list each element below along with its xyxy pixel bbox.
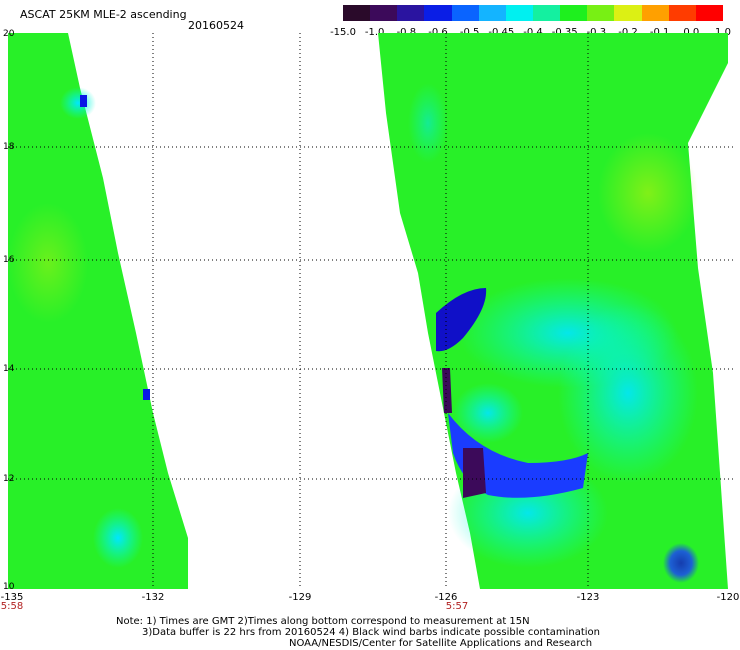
x-tick-label: -120	[716, 592, 740, 603]
colorbar-label: -0.4	[523, 27, 543, 38]
colorbar-swatch	[587, 5, 615, 21]
colorbar-label: 0.0	[683, 27, 700, 38]
colorbar-label: -0.8	[396, 27, 417, 38]
note-line-1: Note: 1) Times are GMT 2)Times along bot…	[116, 616, 530, 627]
x-tick-label: -135	[0, 592, 24, 603]
colorbar-label: -1.0	[364, 27, 385, 38]
colorbar-label: -0.6	[428, 27, 448, 38]
colorbar-swatch	[695, 5, 723, 21]
colorbar-label: -0.35	[551, 27, 578, 38]
note-line-2: 3)Data buffer is 22 hrs from 20160524 4)…	[142, 627, 600, 638]
colorbar-swatch	[397, 5, 425, 21]
time-label: 5:58	[0, 601, 24, 612]
x-tick-label: -126	[434, 592, 458, 603]
swath-map	[8, 33, 734, 589]
x-tick-label: -129	[288, 592, 312, 603]
colorbar-label: -0.3	[586, 27, 607, 38]
y-tick-label: 16	[3, 255, 15, 265]
colorbar-swatch	[370, 5, 398, 21]
map-date: 20160524	[188, 19, 244, 32]
y-tick-label: 18	[3, 142, 15, 152]
colorbar-swatch	[668, 5, 696, 21]
colorbar-swatch	[560, 5, 588, 21]
colorbar-swatch	[478, 5, 506, 21]
colorbar-swatch	[505, 5, 533, 21]
colorbar-label: -0.1	[649, 27, 670, 38]
y-tick-label: 14	[3, 364, 15, 374]
colorbar	[343, 5, 723, 21]
colorbar-label: -0.5	[459, 27, 480, 38]
colorbar-label: -0.2	[618, 27, 638, 38]
colorbar-swatch	[641, 5, 669, 21]
x-tick-label: -132	[141, 592, 165, 603]
colorbar-label: -0.45	[488, 27, 515, 38]
x-tick-label: -123	[576, 592, 600, 603]
colorbar-swatch	[532, 5, 561, 21]
colorbar-swatch	[451, 5, 479, 21]
colorbar-swatch	[343, 5, 371, 21]
colorbar-swatch	[614, 5, 642, 21]
colorbar-label: 1.0	[715, 27, 731, 38]
time-label: 5:57	[445, 601, 469, 612]
colorbar-swatch	[424, 5, 452, 21]
y-tick-label: 20	[3, 29, 15, 39]
left-swath	[8, 33, 188, 589]
note-line-3: NOAA/NESDIS/Center for Satellite Applica…	[289, 638, 593, 649]
grid-lines	[8, 33, 734, 589]
map-title: ASCAT 25KM MLE-2 ascending	[20, 8, 187, 21]
colorbar-label: -15.0	[330, 27, 356, 38]
y-tick-label: 10	[3, 582, 15, 592]
y-tick-label: 12	[3, 474, 15, 484]
